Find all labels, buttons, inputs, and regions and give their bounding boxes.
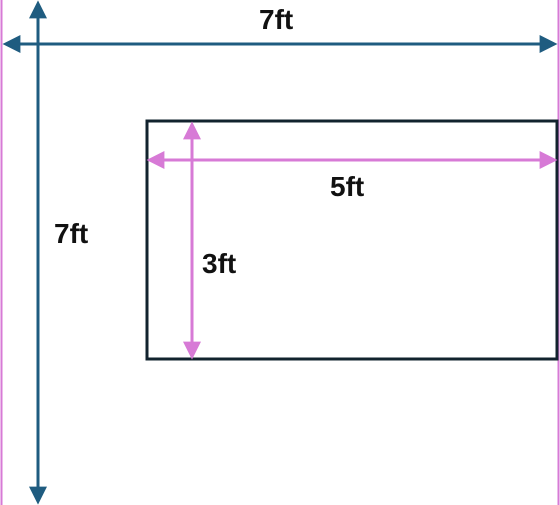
inner-height-label: 3ft (202, 248, 236, 279)
outer-width-label: 7ft (259, 4, 293, 35)
inner-width-label: 5ft (330, 171, 364, 202)
inner-rectangle (145, 119, 559, 361)
outer-height-label: 7ft (54, 218, 88, 249)
